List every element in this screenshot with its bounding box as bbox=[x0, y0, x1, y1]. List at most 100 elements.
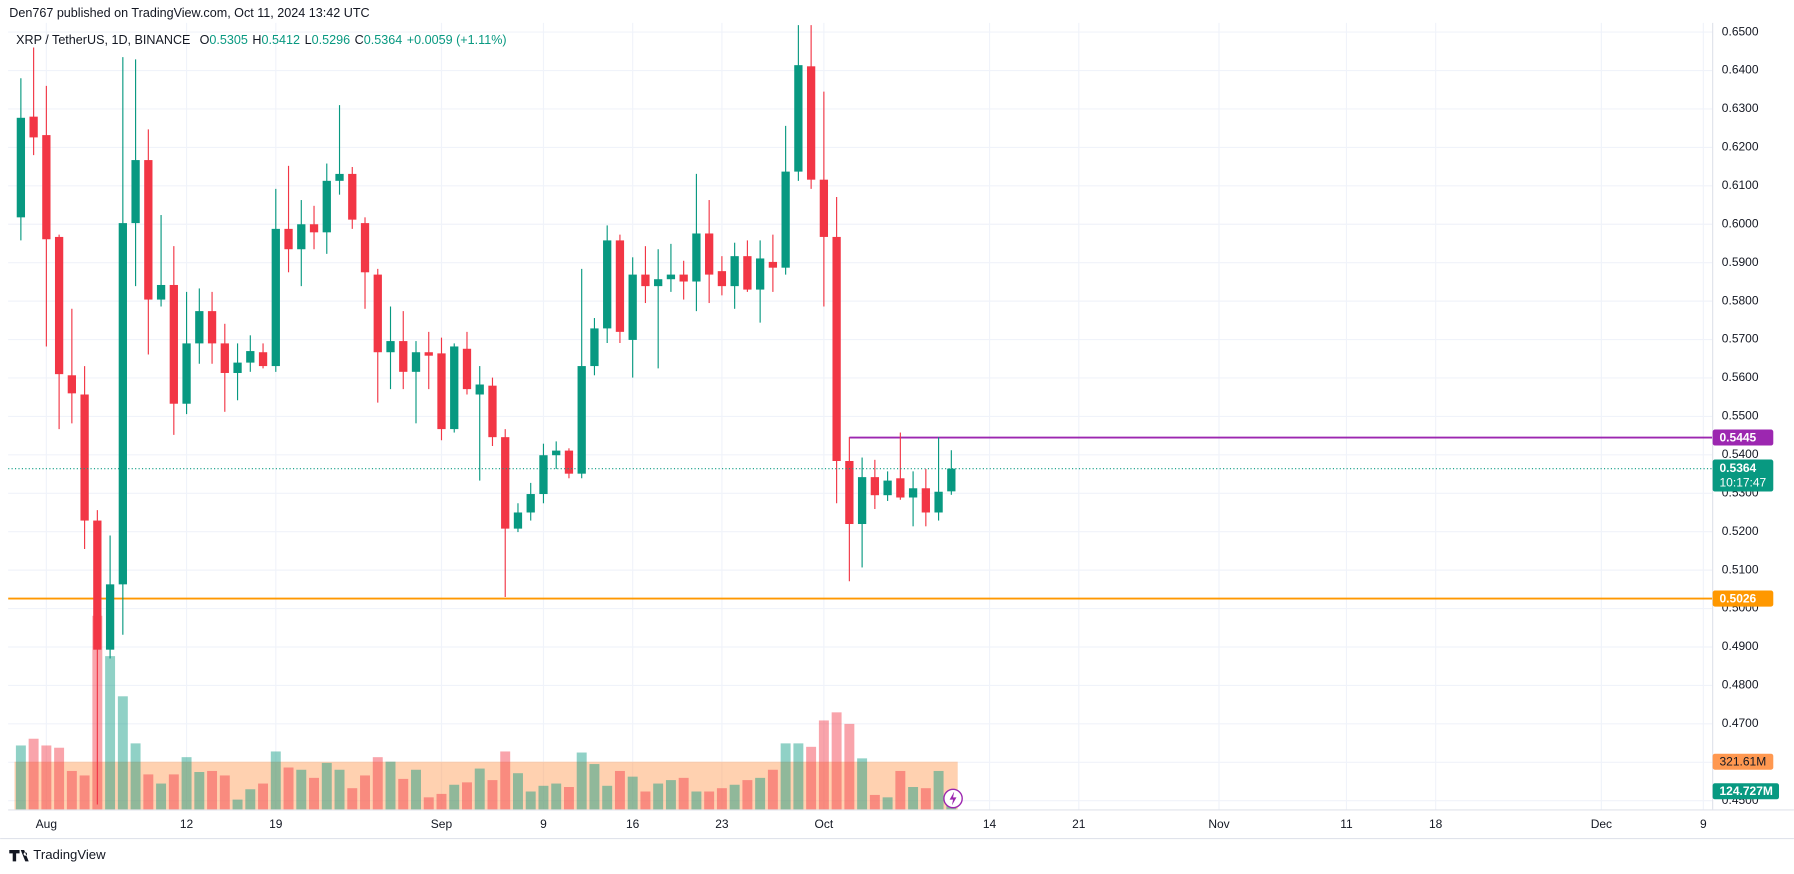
volume-bar bbox=[882, 797, 893, 810]
volume-bar bbox=[232, 799, 243, 810]
y-tick-label: 0.5200 bbox=[1722, 524, 1759, 538]
price-line-marker bbox=[1712, 429, 1774, 446]
y-tick-label: 0.6300 bbox=[1722, 101, 1759, 115]
ohlc-value: 0.5305 bbox=[209, 34, 247, 48]
candle-body bbox=[144, 160, 153, 300]
candle-body bbox=[513, 512, 523, 529]
candle-body bbox=[794, 65, 803, 172]
candle-body bbox=[628, 274, 637, 340]
axes: 0.45000.46000.47000.48000.49000.50000.51… bbox=[36, 24, 1759, 831]
x-tick-label: 12 bbox=[180, 817, 194, 831]
candle-body bbox=[207, 311, 217, 344]
candle-body bbox=[424, 352, 433, 356]
volume-bar bbox=[143, 774, 154, 810]
y-tick-label: 0.6500 bbox=[1722, 24, 1759, 38]
candle-body bbox=[399, 341, 408, 372]
ohlc-key: L bbox=[305, 34, 312, 48]
volume-bar bbox=[767, 769, 778, 810]
candle-body bbox=[603, 240, 612, 329]
x-tick-label: 9 bbox=[540, 817, 547, 831]
volume-bar bbox=[831, 712, 842, 810]
candle-body bbox=[654, 279, 663, 287]
volume-bar bbox=[551, 783, 562, 810]
x-tick-label: 18 bbox=[1429, 817, 1443, 831]
candle-body bbox=[373, 274, 382, 353]
volume-bar bbox=[462, 782, 472, 810]
candle-body bbox=[539, 455, 548, 495]
candle-body bbox=[271, 228, 280, 367]
candle-body bbox=[233, 362, 242, 373]
volume-bar bbox=[678, 777, 689, 810]
candle-body bbox=[80, 394, 89, 521]
x-tick-label: 16 bbox=[626, 817, 640, 831]
candle-body bbox=[883, 480, 892, 496]
x-tick-label: Nov bbox=[1208, 817, 1229, 831]
x-tick-label: Sep bbox=[431, 817, 453, 831]
symbol-legend: XRP / TetherUS, 1D, BINANCE O0.5305 H0.541… bbox=[16, 34, 506, 48]
footer-brand: TradingView bbox=[33, 847, 106, 862]
price-change: +0.0059 (+1.11%) bbox=[407, 34, 507, 48]
volume-bar bbox=[156, 783, 167, 810]
publisher-note: Den767 published on TradingView.com, Oct… bbox=[9, 6, 369, 20]
candle-body bbox=[908, 488, 918, 498]
candle-body bbox=[552, 450, 561, 456]
volume-bar bbox=[589, 764, 600, 810]
ohlc-key: C bbox=[355, 34, 364, 48]
ohlc-value: 0.5412 bbox=[262, 34, 300, 48]
volume-bar bbox=[449, 784, 460, 810]
candle-body bbox=[322, 180, 331, 233]
ohlc-key: O bbox=[200, 34, 210, 48]
alert-bolt bbox=[949, 791, 957, 806]
candle-body bbox=[386, 341, 395, 353]
ohlc-key: H bbox=[252, 34, 261, 48]
candle-body bbox=[360, 223, 370, 273]
volume-last-marker bbox=[1712, 783, 1780, 800]
candle-body bbox=[743, 256, 752, 290]
candle-body bbox=[156, 284, 166, 300]
x-tick-label: 14 bbox=[983, 817, 997, 831]
x-tick-label: 9 bbox=[1700, 817, 1707, 831]
y-tick-label: 0.5600 bbox=[1722, 370, 1759, 384]
volume-bar bbox=[360, 775, 370, 810]
volume-bar bbox=[219, 775, 230, 810]
candle-body bbox=[488, 385, 497, 438]
candle-body bbox=[641, 274, 650, 287]
y-tick-label: 0.6000 bbox=[1722, 216, 1759, 230]
candle-body bbox=[755, 258, 765, 290]
candle-body bbox=[16, 117, 26, 218]
volume-bar bbox=[793, 743, 804, 810]
volume-bar bbox=[538, 785, 549, 810]
candle-body bbox=[577, 366, 586, 474]
volume-bar bbox=[704, 791, 715, 810]
x-tick-label: Dec bbox=[1591, 817, 1612, 831]
volume-bar bbox=[270, 751, 281, 810]
y-tick-label: 0.5100 bbox=[1722, 562, 1759, 576]
volume-bar bbox=[296, 769, 307, 810]
candle-body bbox=[896, 478, 905, 498]
price-line-marker bbox=[1712, 590, 1774, 607]
volume-bar bbox=[54, 747, 65, 810]
volume-bar bbox=[398, 778, 409, 810]
volume-bar bbox=[895, 770, 906, 810]
candle-body bbox=[462, 348, 472, 390]
volume-ma-label: 321.61M bbox=[1720, 754, 1767, 768]
volume-bar bbox=[525, 791, 536, 810]
candle-body bbox=[42, 135, 51, 240]
candle-body bbox=[819, 179, 829, 237]
volume-bar bbox=[716, 788, 727, 810]
x-tick-label: Oct bbox=[815, 817, 834, 831]
volume-bar bbox=[334, 769, 345, 810]
candle-body bbox=[590, 328, 599, 367]
candle-body bbox=[195, 311, 204, 344]
candle-body bbox=[131, 160, 140, 224]
volume-bar bbox=[857, 758, 868, 810]
volume-bar bbox=[411, 769, 421, 810]
grid bbox=[8, 22, 1713, 810]
tv-logo bbox=[9, 849, 29, 862]
candle-body bbox=[67, 375, 77, 394]
candle-body bbox=[450, 346, 459, 430]
candle-body bbox=[845, 460, 854, 525]
volume-bar bbox=[130, 743, 141, 810]
volume-bar bbox=[15, 745, 26, 810]
